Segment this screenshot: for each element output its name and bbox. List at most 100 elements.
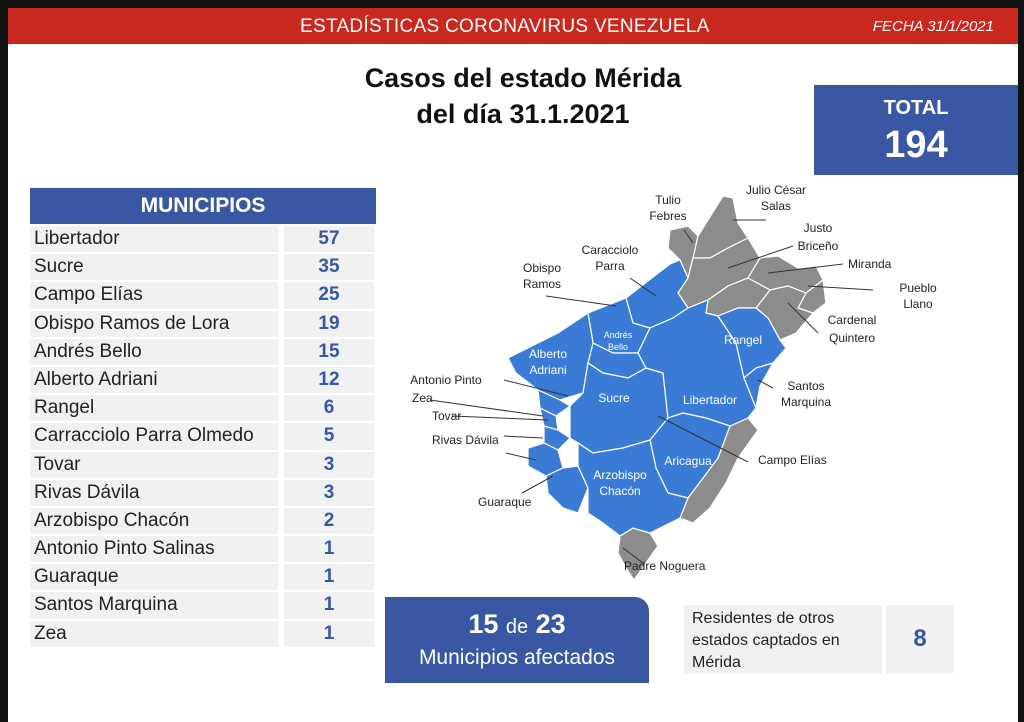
page-title: Casos del estado Mérida del día 31.1.202… (348, 60, 698, 132)
svg-text:Pueblo: Pueblo (899, 281, 937, 295)
svg-text:Libertador: Libertador (683, 393, 737, 407)
table-row: Alberto Adriani 12 (30, 366, 376, 395)
label-libertador: Libertador (683, 393, 737, 407)
svg-text:Arzobispo: Arzobispo (593, 468, 647, 482)
municipio-cases: 19 (284, 310, 374, 337)
municipio-name: Rangel (30, 395, 278, 422)
map-affected-regions (507, 259, 787, 537)
total-value: 194 (884, 124, 948, 166)
municipio-cases: 2 (284, 507, 374, 535)
municipio-cases: 1 (284, 536, 374, 563)
table-row: Guaraque 1 (30, 564, 376, 592)
municipio-cases: 57 (284, 226, 374, 253)
table-row: Carracciolo Parra Olmedo 5 (30, 423, 376, 451)
total-label: TOTAL (883, 97, 949, 119)
svg-text:Quintero: Quintero (829, 331, 875, 345)
municipio-cases: 12 (284, 366, 374, 394)
svg-text:Ramos: Ramos (523, 277, 561, 291)
svg-text:Padre Noguera: Padre Noguera (624, 559, 706, 573)
svg-text:Briceño: Briceño (798, 239, 839, 253)
region-antonio-pinto (537, 389, 572, 417)
residents-label-line-2: estados captados en (692, 632, 840, 649)
municipio-name: Sucre (30, 254, 278, 281)
label-santos-marquina-2: Marquina (781, 395, 831, 409)
svg-text:Obispo: Obispo (523, 261, 561, 275)
municipio-cases: 1 (284, 564, 374, 591)
svg-text:Antonio Pinto: Antonio Pinto (410, 373, 482, 387)
label-justo-briceno-1: Justo (804, 221, 833, 235)
svg-text:Bello: Bello (608, 342, 628, 352)
label-obispo-ramos-2: Ramos (523, 277, 561, 291)
svg-text:Caracciolo: Caracciolo (582, 243, 639, 257)
label-alberto-adriani-2: Adriani (529, 363, 566, 377)
label-padre-noguera: Padre Noguera (624, 559, 706, 573)
svg-text:Parra: Parra (595, 259, 625, 273)
municipios-table: Libertador 57 Sucre 35 Campo Elías 25 Obispo R… (30, 226, 376, 649)
affected-label: Municipios afectados (418, 646, 616, 669)
svg-text:Justo: Justo (804, 221, 833, 235)
label-arzobispo-chacon-1: Arzobispo (593, 468, 647, 482)
table-row: Arzobispo Chacón 2 (30, 507, 376, 536)
label-pueblo-llano-1: Pueblo (899, 281, 937, 295)
residents-label-line-1: Residentes de otros (692, 610, 835, 627)
label-antonio-pinto: Antonio Pinto (410, 373, 482, 387)
svg-text:Cardenal: Cardenal (828, 313, 877, 327)
label-justo-briceno-2: Briceño (798, 239, 839, 253)
label-andres-bello-1: Andrés (604, 330, 633, 340)
affected-total: 23 (535, 609, 566, 639)
label-campo-elias: Campo Elías (758, 453, 827, 467)
label-andres-bello-2: Bello (608, 342, 628, 352)
map-labels: Tulio Febres Julio César Salas Justo Bri… (410, 183, 937, 573)
label-obispo-ramos-1: Obispo (523, 261, 561, 275)
header-title: ESTADÍSTICAS CORONAVIRUS VENEZUELA (300, 16, 710, 37)
merida-map: Tulio Febres Julio César Salas Justo Bri… (410, 183, 937, 582)
municipio-cases: 3 (284, 451, 374, 478)
table-row: Andrés Bello 15 (30, 338, 376, 367)
header-bar: ESTADÍSTICAS CORONAVIRUS VENEZUELA FECHA… (8, 8, 1018, 44)
municipio-cases: 15 (284, 338, 374, 365)
municipio-name: Alberto Adriani (30, 366, 278, 394)
label-julio-cesar-salas-2: Salas (761, 199, 791, 213)
svg-text:Guaraque: Guaraque (478, 495, 532, 509)
label-tovar: Tovar (432, 409, 461, 423)
municipio-name: Andrés Bello (30, 338, 278, 365)
svg-text:Zea: Zea (412, 391, 433, 405)
svg-text:Alberto: Alberto (529, 347, 567, 361)
label-rangel: Rangel (724, 333, 762, 347)
municipio-name: Obispo Ramos de Lora (30, 310, 278, 337)
residents-value: 8 (886, 605, 954, 673)
municipio-cases: 35 (284, 254, 374, 281)
table-row: Rangel 6 (30, 395, 376, 423)
affected-connector: de (505, 616, 529, 638)
label-pueblo-llano-2: Llano (903, 297, 933, 311)
municipio-cases: 25 (284, 282, 374, 309)
municipio-name: Campo Elías (30, 282, 278, 309)
label-zea: Zea (412, 391, 433, 405)
page-title-line-2: del día 31.1.2021 (416, 99, 630, 129)
label-julio-cesar-salas-1: Julio César (746, 183, 806, 197)
header-date: FECHA 31/1/2021 (872, 18, 994, 35)
table-row: Libertador 57 (30, 226, 376, 254)
table-row: Sucre 35 (30, 254, 376, 282)
table-row: Tovar 3 (30, 451, 376, 480)
residents-label-line-3: Mérida (692, 654, 741, 671)
label-cardenal-quintero-2: Quintero (829, 331, 875, 345)
label-miranda: Miranda (848, 257, 892, 271)
infographic-frame: ESTADÍSTICAS CORONAVIRUS VENEZUELA FECHA… (8, 8, 1018, 722)
municipio-cases: 3 (284, 479, 374, 506)
municipio-cases: 1 (284, 592, 374, 619)
table-row: Campo Elías 25 (30, 282, 376, 310)
svg-text:Febres: Febres (649, 209, 686, 223)
residents-label: Residentes de otros estados captados en … (684, 605, 882, 673)
label-sucre: Sucre (598, 391, 630, 405)
label-rivas-davila: Rivas Dávila (432, 433, 499, 447)
svg-text:Sucre: Sucre (598, 391, 630, 405)
affected-count-line: 15 de 23 (385, 609, 649, 640)
municipio-name: Arzobispo Chacón (30, 507, 278, 535)
municipio-name: Antonio Pinto Salinas (30, 536, 278, 563)
table-row: Obispo Ramos de Lora 19 (30, 310, 376, 339)
affected-count: 15 (468, 609, 499, 639)
svg-text:Marquina: Marquina (781, 395, 831, 409)
total-box: TOTAL 194 (814, 85, 1018, 175)
svg-text:Adriani: Adriani (529, 363, 566, 377)
